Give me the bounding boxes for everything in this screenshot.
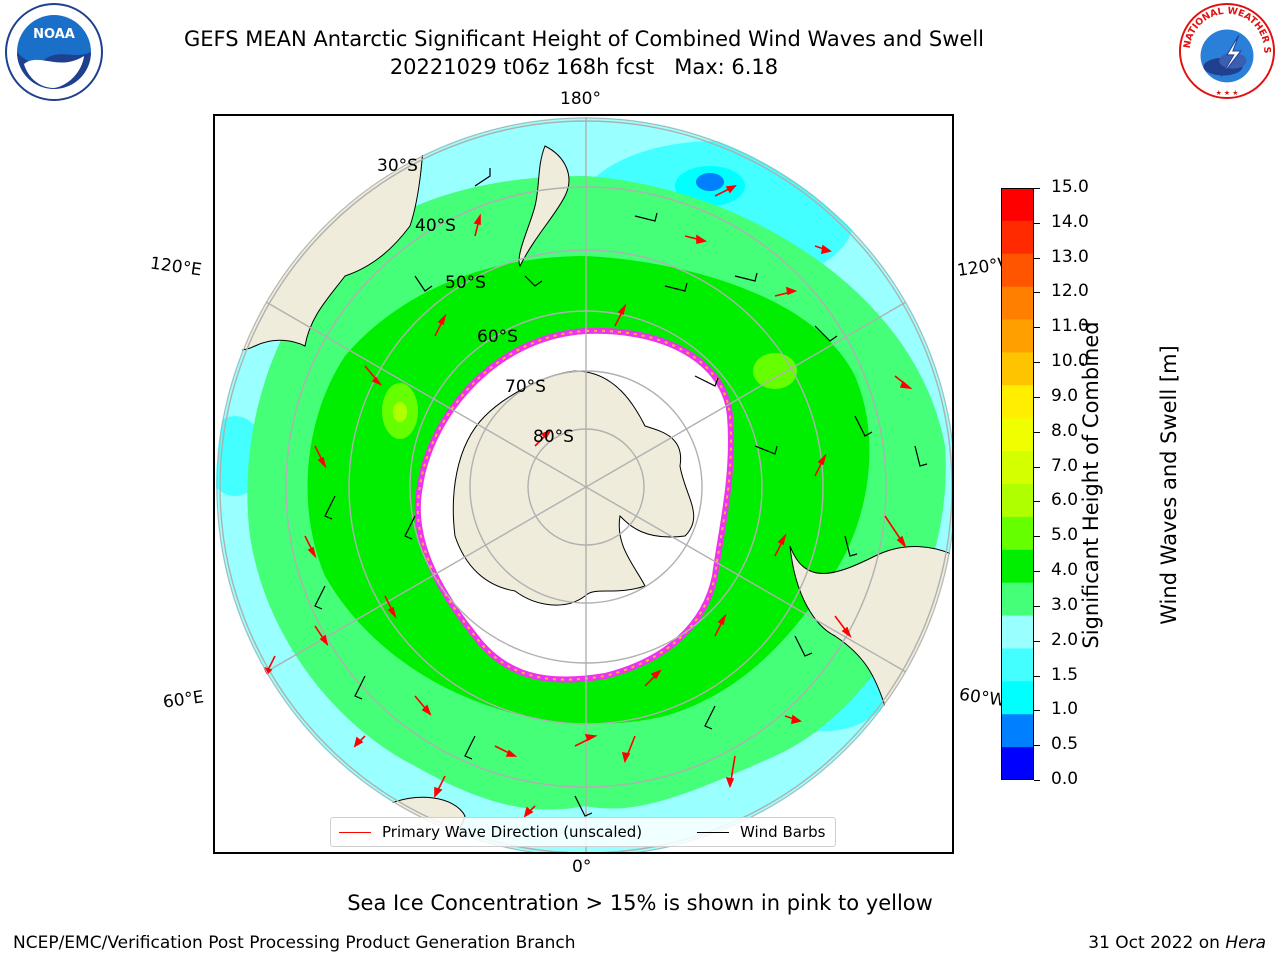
nws-logo: NATIONAL WEATHER SERVICE ★ ★ ★ xyxy=(1178,2,1276,100)
colorbar-label-line1: Significant Height of Combined xyxy=(1079,321,1103,649)
sea-ice-note: Sea Ice Concentration > 15% is shown in … xyxy=(347,891,933,915)
lat-label-70s: 70°S xyxy=(505,377,546,397)
colorbar-tick-label: 2.0 xyxy=(1051,629,1079,650)
colorbar-segment xyxy=(1001,516,1034,551)
colorbar-tick-mark xyxy=(1034,571,1040,573)
colorbar-tick-label: 12.0 xyxy=(1051,281,1089,302)
colorbar-tick-mark xyxy=(1034,396,1040,398)
colorbar-tick-label: 4.0 xyxy=(1051,560,1079,581)
graticule xyxy=(219,117,952,852)
footer-credit: NCEP/EMC/Verification Post Processing Pr… xyxy=(13,933,576,953)
colorbar-tick-mark xyxy=(1034,222,1040,224)
colorbar-segment xyxy=(1001,352,1034,386)
colorbar-tick-mark xyxy=(1034,605,1040,607)
colorbar-tick-mark xyxy=(1034,640,1040,642)
chart-subtitle: 20221029 t06z 168h fcst Max: 6.18 xyxy=(389,55,779,79)
legend-wind-swatch xyxy=(697,832,729,833)
colorbar-tick-label: 0.5 xyxy=(1051,734,1079,755)
lon-label-60e: 60°E xyxy=(161,687,206,713)
wave-arrows xyxy=(264,184,913,818)
colorbar-tick-mark xyxy=(1034,431,1040,433)
chart-title: GEFS MEAN Antarctic Significant Height o… xyxy=(183,27,985,51)
legend-wave-swatch xyxy=(339,832,371,833)
colorbar-tick-mark xyxy=(1034,675,1040,677)
colorbar-border xyxy=(1001,188,1034,780)
colorbar-tick-mark xyxy=(1034,327,1040,329)
colorbar-segment xyxy=(1001,648,1034,682)
colorbar-tick-label: 14.0 xyxy=(1051,211,1089,232)
footer-date: 31 Oct 2022 on Hera xyxy=(1088,933,1266,953)
new-zealand-land xyxy=(518,145,570,268)
colorbar-tick-mark xyxy=(1034,188,1040,189)
colorbar-tick-mark xyxy=(1034,710,1040,712)
colorbar-tick-mark xyxy=(1034,362,1040,364)
colorbar-tick-mark xyxy=(1034,780,1040,781)
lat-label-80s: 80°S xyxy=(533,427,574,447)
colorbar-tick-label: 1.5 xyxy=(1051,664,1079,685)
colorbar-segment xyxy=(1001,681,1034,715)
svg-text:★ ★ ★: ★ ★ ★ xyxy=(1216,89,1239,97)
lat-label-60s: 60°S xyxy=(477,327,518,347)
colorbar-tick-label: 6.0 xyxy=(1051,490,1079,511)
colorbar-segment xyxy=(1001,451,1034,485)
colorbar-segment xyxy=(1001,220,1034,255)
noaa-logo: NOAA xyxy=(5,3,103,101)
colorbar-segment xyxy=(1001,188,1034,222)
colorbar-segment xyxy=(1001,582,1034,617)
lon-label-60w: 60°W xyxy=(957,684,1008,712)
colorbar-tick-label: 5.0 xyxy=(1051,525,1079,546)
colorbar-tick-mark xyxy=(1034,745,1040,747)
lon-label-120e: 120°E xyxy=(148,253,203,281)
colorbar-tick-mark xyxy=(1034,501,1040,503)
colorbar-tick-label: 1.0 xyxy=(1051,699,1079,720)
colorbar-tick-label: 9.0 xyxy=(1051,385,1079,406)
colorbar-segment xyxy=(1001,385,1034,419)
legend-wind-label: Wind Barbs xyxy=(740,823,826,841)
colorbar xyxy=(1001,188,1034,780)
wind-barbs xyxy=(314,168,928,817)
footer-date-text: 31 Oct 2022 on xyxy=(1088,933,1220,953)
colorbar-tick-label: 3.0 xyxy=(1051,594,1079,615)
lat-label-30s: 30°S xyxy=(377,156,418,176)
lat-label-50s: 50°S xyxy=(445,273,486,293)
colorbar-tick-mark xyxy=(1034,536,1040,538)
colorbar-label-line2: Wind Waves and Swell [m] xyxy=(1157,345,1181,625)
polar-map: 30°S 40°S 50°S 60°S 70°S 80°S xyxy=(213,114,954,854)
colorbar-segment xyxy=(1001,286,1034,321)
lon-label-180: 180° xyxy=(560,89,601,109)
legend-wave-label: Primary Wave Direction (unscaled) xyxy=(382,823,643,841)
colorbar-tick-mark xyxy=(1034,257,1040,259)
colorbar-tick-mark xyxy=(1034,466,1040,468)
colorbar-tick-label: 10.0 xyxy=(1051,351,1089,372)
colorbar-tick-mark xyxy=(1034,292,1040,294)
antarctica-land xyxy=(452,370,695,606)
colorbar-tick-label: 8.0 xyxy=(1051,420,1079,441)
colorbar-tick-label: 15.0 xyxy=(1051,177,1089,197)
colorbar-segment xyxy=(1001,418,1034,452)
colorbar-tick-label: 11.0 xyxy=(1051,316,1089,337)
footer-host: Hera xyxy=(1225,933,1266,953)
svg-text:NOAA: NOAA xyxy=(33,27,75,42)
map-legend: Primary Wave Direction (unscaled) Wind B… xyxy=(330,817,836,847)
colorbar-tick-label: 0.0 xyxy=(1051,769,1079,789)
africa-land xyxy=(216,755,304,823)
colorbar-segment xyxy=(1001,253,1034,288)
lat-label-40s: 40°S xyxy=(415,216,456,236)
colorbar-segment xyxy=(1001,747,1034,780)
colorbar-segment xyxy=(1001,319,1034,353)
colorbar-segment xyxy=(1001,549,1034,584)
colorbar-segment xyxy=(1001,714,1034,748)
colorbar-tick-label: 13.0 xyxy=(1051,246,1089,267)
colorbar-segment xyxy=(1001,615,1034,649)
lon-label-0: 0° xyxy=(572,857,592,877)
colorbar-segment xyxy=(1001,484,1034,518)
colorbar-tick-label: 7.0 xyxy=(1051,455,1079,476)
